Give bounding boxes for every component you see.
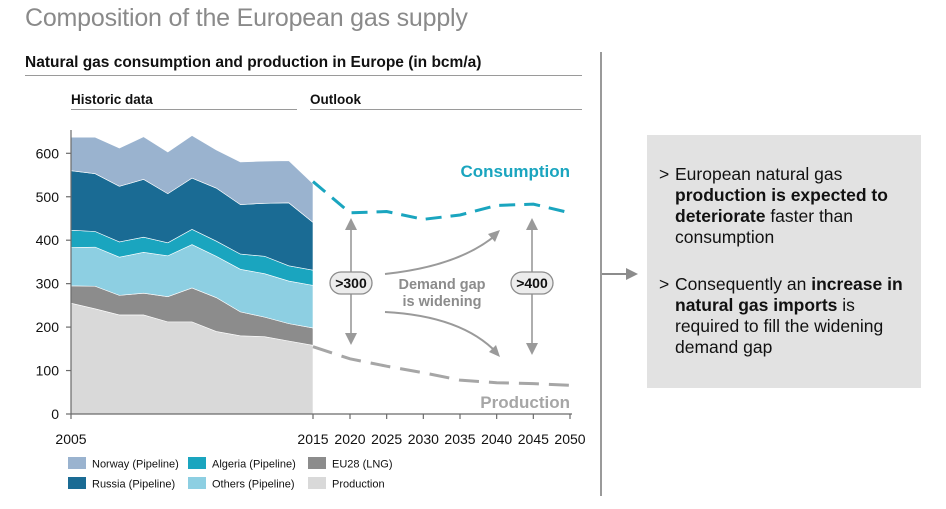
consumption-line [312,180,571,221]
x-tick-label: 2005 [55,431,86,447]
gap-text-2: is widening [403,294,482,310]
x-tick-label: 2020 [334,431,365,447]
legend-swatch [308,477,326,489]
widening-arrow-down [384,311,498,354]
legend-label: Production [332,479,385,491]
summary-box: > European natural gas production is exp… [647,135,921,388]
production-label: Production [480,393,570,412]
consumption-label: Consumption [460,162,570,181]
gap-arrow-2045-head-down [526,343,538,355]
gap-2045-pill [510,271,554,295]
legend-label: Algeria (Pipeline) [212,459,296,471]
gap-2020-pill [329,271,373,295]
area-norway-pipeline [70,135,314,224]
summary-bullet-1: > European natural gas production is exp… [659,164,888,247]
legend-label: EU28 (LNG) [332,459,393,471]
historic-rule [71,109,297,110]
y-tick-label: 200 [36,319,60,335]
x-tick-label: 2050 [554,431,585,447]
y-tick-label: 100 [36,363,60,379]
x-tick-label: 2025 [371,431,402,447]
gap-arrow-2020-head-up [345,218,357,230]
chart-title: Natural gas consumption and production i… [25,54,482,71]
x-tick-label: 2045 [518,431,549,447]
widening-arrow-up-head [488,230,500,242]
legend-swatch [68,477,86,489]
y-tick-label: 300 [36,276,60,292]
legend-label: Russia (Pipeline) [92,479,175,491]
legend-swatch [188,457,206,469]
vertical-divider [600,52,602,496]
legend-swatch [68,457,86,469]
legend-swatch [188,477,206,489]
historic-label: Historic data [71,92,153,107]
right-arrow-icon [602,268,638,280]
outlook-rule [310,109,582,110]
gap-text-1: Demand gap [398,277,485,293]
page-title: Composition of the European gas supply [25,4,468,32]
legend-label: Norway (Pipeline) [92,459,179,471]
gap-arrow-2020-head-down [345,333,357,345]
gas-chart: 0 100 200 300 400 500 600 2005 2015 2020 2025 2030 2… [36,130,586,491]
chart-title-rule [25,75,582,76]
gap-arrow-2045-head-up [526,218,538,230]
summary-bullet-2: > Consequently an increase in natural ga… [659,274,903,357]
widening-arrow-up [384,233,498,275]
gap-2045-label: >400 [516,275,548,291]
x-tick-label: 2040 [481,431,512,447]
legend-label: Others (Pipeline) [212,479,295,491]
production-line [312,345,571,387]
legend-swatch [308,457,326,469]
x-tick-label: 2035 [444,431,475,447]
outlook-label: Outlook [310,92,361,107]
bullet-marker: > [659,274,670,294]
widening-arrow-down-head [489,345,500,357]
x-tick-label: 2030 [408,431,439,447]
gap-2020-label: >300 [335,275,367,291]
bullet-marker: > [659,164,670,184]
x-tick-label: 2015 [297,431,328,447]
y-tick-label: 0 [51,406,59,422]
y-tick-label: 600 [36,145,60,161]
y-tick-label: 400 [36,232,60,248]
y-tick-label: 500 [36,189,60,205]
